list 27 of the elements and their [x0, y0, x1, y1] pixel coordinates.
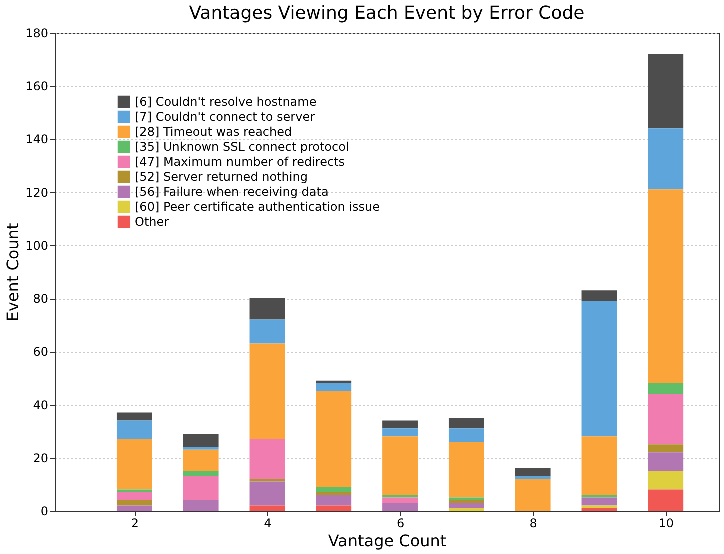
y-tick-label: 120	[26, 186, 48, 200]
chart-title: Vantages Viewing Each Event by Error Code	[189, 3, 585, 24]
legend-label: [28] Timeout was reached	[135, 125, 292, 139]
x-tick-label: 6	[396, 516, 405, 530]
legend-label: [47] Maximum number of redirects	[135, 155, 346, 169]
x-tick-label: 2	[131, 516, 139, 530]
legend-label: [7] Couldn't connect to server	[135, 110, 316, 124]
x-tick-label: 8	[530, 516, 538, 530]
x-tick-label: 4	[264, 516, 272, 530]
y-tick-label: 40	[33, 398, 48, 412]
y-tick-label: 100	[26, 238, 48, 253]
legend-label: Other	[135, 215, 170, 229]
y-tick-label: 60	[33, 345, 48, 360]
y-tick-label: 20	[33, 451, 48, 466]
legend-label: [52] Server returned nothing	[135, 170, 308, 184]
y-tick-label: 140	[26, 132, 48, 147]
legend-label: [6] Couldn't resolve hostname	[135, 95, 317, 109]
legend-label: [56] Failure when receiving data	[135, 185, 329, 199]
y-tick-label: 180	[26, 26, 48, 40]
y-axis-title: Event Count	[4, 223, 23, 322]
x-axis-title: Vantage Count	[328, 532, 447, 550]
x-tick-label: 10	[658, 516, 674, 530]
legend-label: [60] Peer certificate authentication issue	[135, 200, 380, 214]
y-tick-label: 0	[40, 504, 48, 518]
y-tick-label: 80	[33, 292, 48, 306]
y-tick-label: 160	[26, 80, 48, 94]
legend-label: [35] Unknown SSL connect protocol	[135, 140, 350, 154]
